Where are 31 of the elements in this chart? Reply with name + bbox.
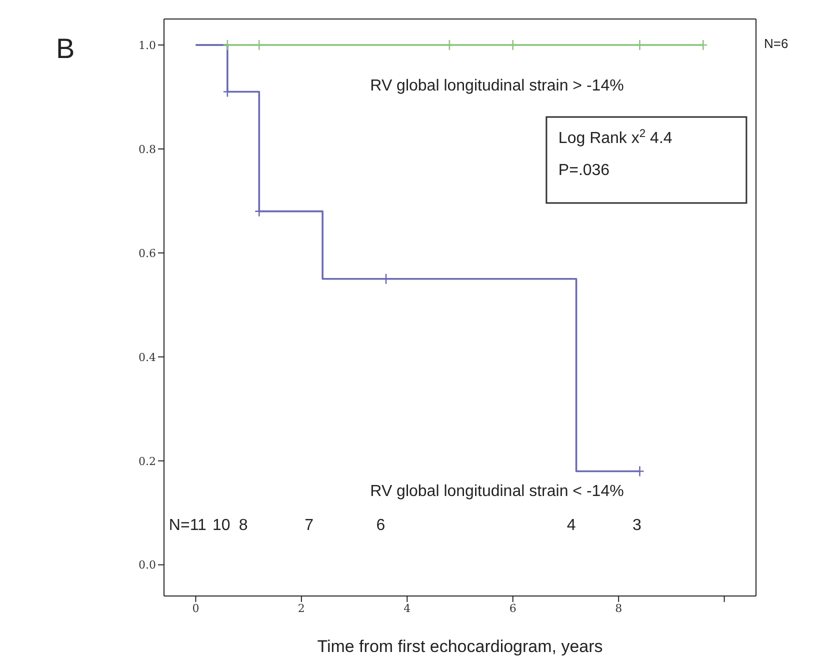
y-tick-label: 0.4 <box>138 350 156 364</box>
annotation: 8 <box>238 517 248 534</box>
y-tick-label: 0.0 <box>138 558 156 572</box>
x-tick-label: 4 <box>404 602 411 615</box>
y-tick-label: 0.2 <box>138 454 156 468</box>
x-axis-title: Time from first echocardiogram, years <box>317 637 603 656</box>
y-tick-label: 0.8 <box>138 142 156 156</box>
annotation: 3 <box>632 517 642 534</box>
point <box>635 39 644 51</box>
x-tick-label: 6 <box>509 602 516 615</box>
annotation: RV global longitudinal strain < -14% <box>370 483 624 500</box>
annotation: Log Rank x$^{2}$ 4.4 <box>558 128 672 147</box>
annotation: 10 <box>212 517 230 534</box>
annotation: N=11 <box>168 517 207 534</box>
point <box>254 39 264 51</box>
x-tick-label: 2 <box>298 602 305 615</box>
point <box>698 39 708 51</box>
point <box>508 39 518 51</box>
annotation: 7 <box>304 517 314 534</box>
y-tick-label: 0.6 <box>138 246 156 260</box>
x-tick-label: 0 <box>192 602 200 615</box>
annotation: RV global longitudinal strain > -14% <box>370 78 624 95</box>
point <box>444 39 454 51</box>
x-tick-label: 8 <box>615 602 622 615</box>
annotation: 6 <box>376 517 386 534</box>
text: N=6 <box>764 36 788 52</box>
text: B <box>56 33 75 64</box>
annotation: 4 <box>566 517 576 534</box>
point <box>222 39 232 51</box>
annotation: P=.036 <box>558 162 610 179</box>
y-tick-label: 1.0 <box>138 38 156 52</box>
